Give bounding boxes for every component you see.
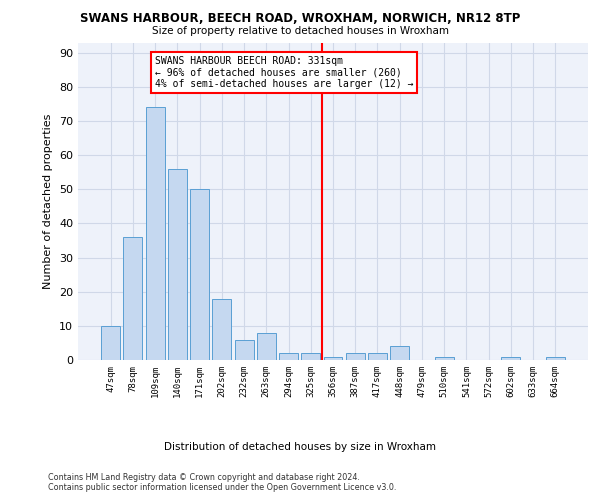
Bar [168, 169, 187, 360]
Bar [435, 356, 454, 360]
Text: Contains HM Land Registry data © Crown copyright and database right 2024.: Contains HM Land Registry data © Crown c… [48, 472, 360, 482]
Bar [346, 353, 365, 360]
Text: Distribution of detached houses by size in Wroxham: Distribution of detached houses by size … [164, 442, 436, 452]
Bar [101, 326, 120, 360]
Bar [190, 190, 209, 360]
Text: SWANS HARBOUR BEECH ROAD: 331sqm
← 96% of detached houses are smaller (260)
4% o: SWANS HARBOUR BEECH ROAD: 331sqm ← 96% o… [155, 56, 413, 90]
Bar [257, 332, 276, 360]
Text: Size of property relative to detached houses in Wroxham: Size of property relative to detached ho… [151, 26, 449, 36]
Bar [502, 356, 520, 360]
Bar [301, 353, 320, 360]
Y-axis label: Number of detached properties: Number of detached properties [43, 114, 53, 289]
Bar [368, 353, 387, 360]
Bar [124, 237, 142, 360]
Bar [235, 340, 254, 360]
Bar [279, 353, 298, 360]
Bar [546, 356, 565, 360]
Bar [323, 356, 343, 360]
Bar [390, 346, 409, 360]
Bar [146, 108, 164, 360]
Text: Contains public sector information licensed under the Open Government Licence v3: Contains public sector information licen… [48, 484, 397, 492]
Bar [212, 298, 231, 360]
Text: SWANS HARBOUR, BEECH ROAD, WROXHAM, NORWICH, NR12 8TP: SWANS HARBOUR, BEECH ROAD, WROXHAM, NORW… [80, 12, 520, 26]
